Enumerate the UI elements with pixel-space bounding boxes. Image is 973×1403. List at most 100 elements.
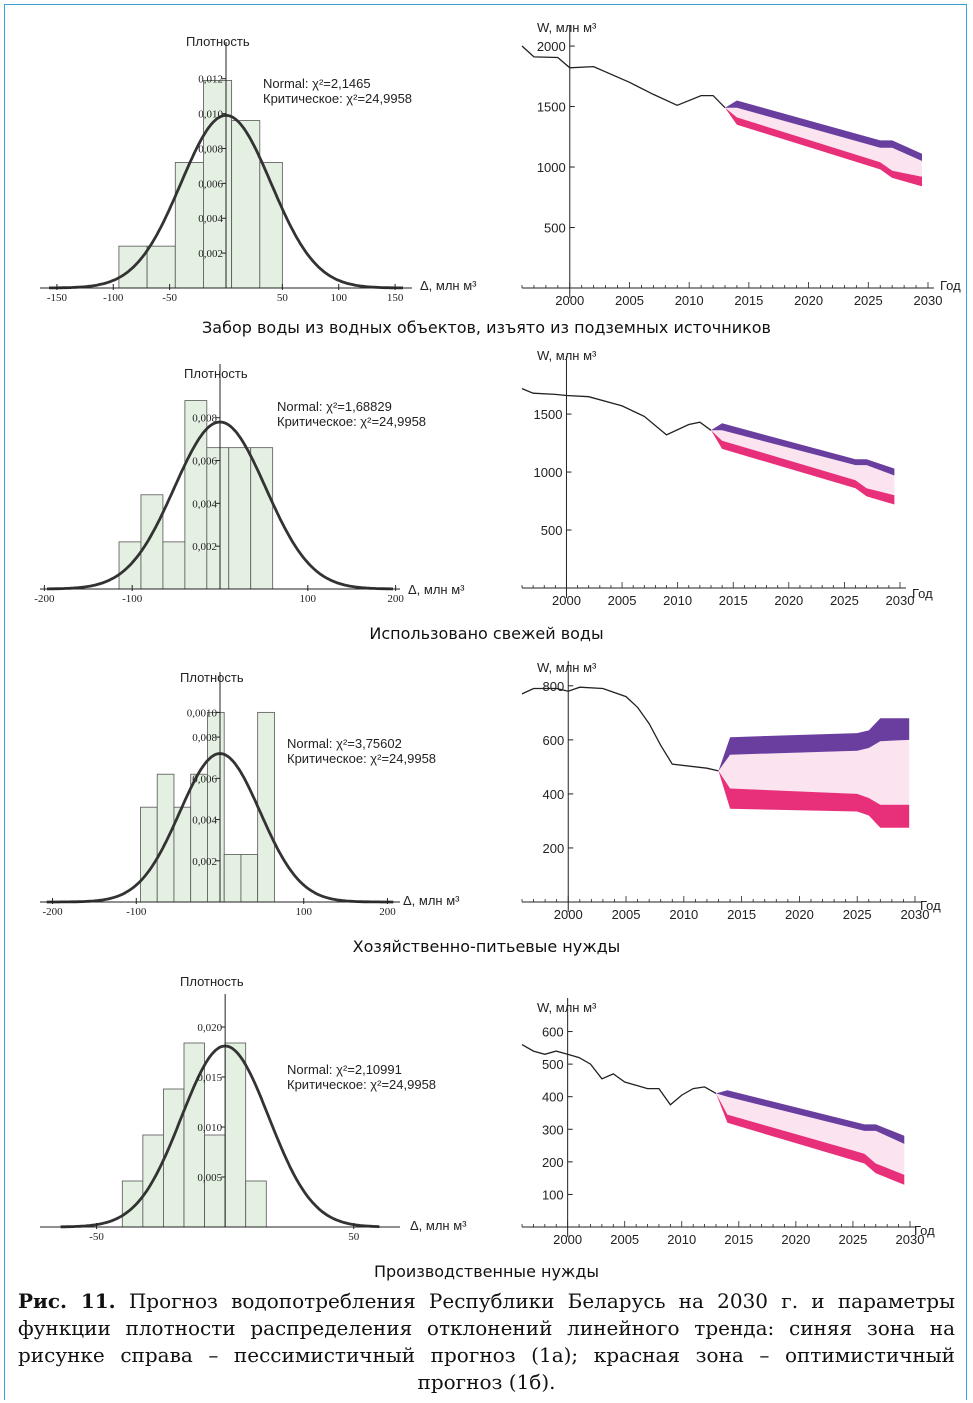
line-ytick-label-4-2: 300: [542, 1122, 564, 1137]
hist-ytick-label-1-5: 0,012: [198, 74, 223, 86]
history-line-1: [521, 45, 726, 109]
hist-xtick-label-2-2: 100: [300, 593, 317, 605]
line-xtick-label-2-0: 2000: [552, 593, 581, 608]
line-ytick-label-1-1: 1000: [537, 160, 566, 175]
hist-xtick-label-3-2: 100: [295, 906, 312, 918]
history-line-2: [521, 387, 712, 436]
hist-bar-2-4: [206, 447, 230, 590]
hist-xlabel-2: Δ, млн м³: [408, 582, 465, 597]
hist-xtick-label-1-0: -150: [47, 292, 68, 304]
hist-xtick-label-2-1: -100: [122, 593, 143, 605]
line-ylabel-3: W, млн м³: [537, 660, 597, 675]
line-xtick-label-1-4: 2020: [794, 293, 823, 308]
forecast-optimistic-band-1: [725, 107, 922, 187]
figure-frame: [4, 4, 967, 1400]
hist-ytick-label-4-1: 0,010: [197, 1122, 222, 1134]
hist-ytick-label-2-1: 0,004: [192, 498, 217, 510]
hist-xtick-label-4-1: 50: [348, 1231, 360, 1243]
hist-ytick-label-1-4: 0,010: [198, 109, 223, 121]
forecast-optimistic-band-2: [711, 430, 895, 505]
line-xlabel-4: Год: [914, 1223, 935, 1238]
figure-caption-text: Прогноз водопотребления Республики Белар…: [18, 1289, 955, 1394]
hist-xlabel-4: Δ, млн м³: [410, 1218, 467, 1233]
line-xtick-label-4-1: 2005: [610, 1232, 639, 1247]
hist-ytick-label-3-1: 0,004: [192, 815, 217, 827]
line-xtick-label-3-6: 2030: [901, 907, 930, 922]
forecast-mid-band-1: [725, 107, 922, 177]
line-ylabel-1: W, млн м³: [537, 20, 597, 35]
forecast-pessimistic-band-2: [711, 423, 895, 476]
line-xtick-label-2-5: 2025: [830, 593, 859, 608]
line-xtick-label-1-1: 2005: [615, 293, 644, 308]
hist-ytick-label-4-3: 0,020: [197, 1022, 222, 1034]
hist-xtick-label-2-3: 200: [387, 593, 404, 605]
hist-ylabel-4: Плотность: [180, 974, 244, 989]
line-xtick-label-1-5: 2025: [854, 293, 883, 308]
hist-bar-4-6: [245, 1180, 267, 1228]
hist-ytick-label-4-0: 0,005: [197, 1172, 222, 1184]
hist-bar-3-7: [257, 711, 275, 903]
hist-stat-critical-1: Критическое: χ²=24,9958: [263, 91, 412, 106]
line-ytick-label-4-4: 500: [542, 1057, 564, 1072]
hist-ytick-label-1-0: 0,002: [198, 248, 223, 260]
hist-ytick-label-4-2: 0,015: [197, 1072, 222, 1084]
hist-bar-2-5: [228, 447, 252, 590]
line-xtick-label-2-6: 2030: [886, 593, 915, 608]
hist-xtick-label-1-5: 150: [387, 292, 404, 304]
line-xlabel-1: Год: [940, 278, 961, 293]
line-ytick-label-4-0: 100: [542, 1187, 564, 1202]
hist-bar-2-1: [140, 494, 164, 590]
panel-caption-4: Производственные нужды: [373, 1262, 600, 1281]
hist-stat-normal-1: Normal: χ²=2,1465: [263, 76, 371, 91]
forecast-pessimistic-band-4: [716, 1090, 905, 1144]
line-xtick-label-4-4: 2020: [781, 1232, 810, 1247]
hist-bar-3-3: [190, 773, 208, 903]
hist-xtick-label-4-0: -50: [89, 1231, 104, 1243]
hist-xtick-label-1-1: -100: [103, 292, 124, 304]
hist-bar-3-0: [140, 806, 158, 903]
line-xtick-label-1-2: 2010: [675, 293, 704, 308]
hist-stat-normal-3: Normal: χ²=3,75602: [287, 736, 402, 751]
hist-ytick-label-1-1: 0,004: [198, 213, 223, 225]
forecast-pessimistic-band-1: [725, 100, 922, 161]
forecast-mid-band-4: [716, 1093, 905, 1175]
forecast-optimistic-band-4: [716, 1093, 905, 1185]
line-xtick-label-1-6: 2030: [914, 293, 943, 308]
hist-xtick-label-3-1: -100: [126, 906, 147, 918]
hist-ytick-label-1-3: 0,008: [198, 143, 223, 155]
hist-bar-3-1: [156, 773, 175, 903]
line-xtick-label-4-3: 2015: [724, 1232, 753, 1247]
line-xtick-label-1-3: 2015: [734, 293, 763, 308]
line-ytick-label-1-0: 500: [544, 221, 566, 236]
line-xtick-label-4-6: 2030: [896, 1232, 925, 1247]
hist-xlabel-1: Δ, млн м³: [420, 278, 477, 293]
hist-ytick-label-2-2: 0,006: [192, 456, 217, 468]
line-xtick-label-3-0: 2000: [554, 907, 583, 922]
line-ytick-label-1-2: 1500: [537, 100, 566, 115]
panel-caption-1: Забор воды из водных объектов, изъято из…: [202, 318, 771, 337]
line-xtick-label-2-1: 2005: [608, 593, 637, 608]
line-xtick-label-2-2: 2010: [663, 593, 692, 608]
hist-xlabel-3: Δ, млн м³: [403, 893, 460, 908]
hist-xtick-label-1-3: 50: [277, 292, 289, 304]
hist-stat-critical-4: Критическое: χ²=24,9958: [287, 1077, 436, 1092]
line-ytick-label-3-0: 200: [543, 841, 565, 856]
hist-bar-4-0: [121, 1180, 144, 1228]
line-xtick-label-1-0: 2000: [555, 293, 584, 308]
forecast-optimistic-band-3: [718, 770, 910, 828]
hist-xtick-label-2-0: -200: [34, 593, 55, 605]
hist-ylabel-2: Плотность: [184, 366, 248, 381]
hist-stat-critical-2: Критическое: χ²=24,9958: [277, 414, 426, 429]
hist-bar-2-3: [184, 400, 208, 590]
line-xtick-label-2-3: 2015: [719, 593, 748, 608]
hist-ylabel-1: Плотность: [186, 34, 250, 49]
history-line-4: [521, 1044, 717, 1106]
line-ytick-label-2-2: 1500: [534, 407, 563, 422]
figure-caption: Рис. 11. Прогноз водопотребления Республ…: [18, 1288, 955, 1396]
hist-stat-critical-3: Критическое: χ²=24,9958: [287, 751, 436, 766]
line-xtick-label-3-1: 2005: [612, 907, 641, 922]
hist-ytick-label-1-2: 0,006: [198, 178, 223, 190]
line-xtick-label-4-5: 2025: [838, 1232, 867, 1247]
hist-stat-normal-2: Normal: χ²=1,68829: [277, 399, 392, 414]
hist-ytick-label-3-2: 0,006: [192, 773, 217, 785]
